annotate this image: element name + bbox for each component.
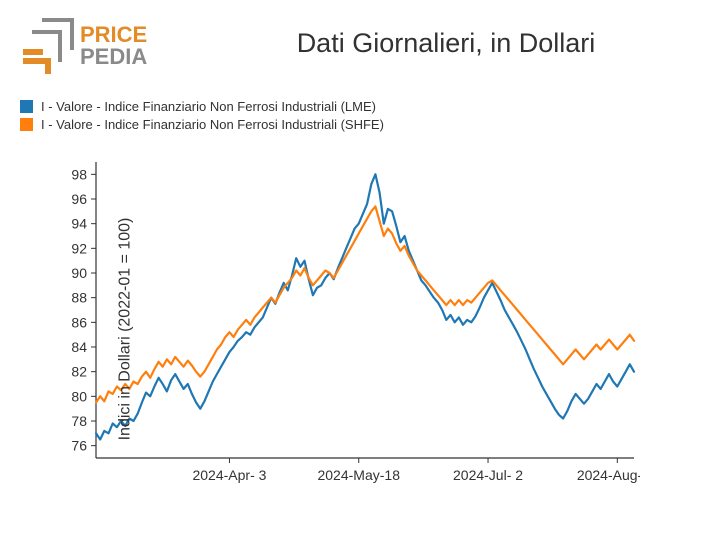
svg-text:78: 78 bbox=[71, 413, 87, 429]
line-chart: 76 78 80 82 84 86 88 90 92 94 96 98 2024-Apr- 3 2024-… bbox=[20, 156, 640, 496]
svg-text:2024-Jul- 2: 2024-Jul- 2 bbox=[453, 467, 523, 483]
svg-text:90: 90 bbox=[71, 265, 87, 281]
svg-text:86: 86 bbox=[71, 314, 87, 330]
svg-text:2024-Aug-16: 2024-Aug-16 bbox=[577, 467, 640, 483]
y-axis-label: Indici in Dollari (2022-01 = 100) bbox=[116, 217, 134, 440]
svg-text:84: 84 bbox=[71, 339, 87, 355]
svg-text:76: 76 bbox=[71, 438, 87, 454]
legend-swatch-shfe bbox=[20, 118, 33, 131]
chart-area: Indici in Dollari (2022-01 = 100) 76 78 80… bbox=[20, 156, 692, 501]
svg-text:2024-May-18: 2024-May-18 bbox=[317, 467, 400, 483]
svg-text:88: 88 bbox=[71, 290, 87, 306]
logo-text-bottom: PEDIA bbox=[80, 44, 147, 69]
chart-title: Dati Giornalieri, in Dollari bbox=[200, 14, 692, 59]
svg-text:92: 92 bbox=[71, 240, 87, 256]
svg-text:80: 80 bbox=[71, 388, 87, 404]
legend: I - Valore - Indice Finanziario Non Ferr… bbox=[0, 87, 712, 132]
legend-swatch-lme bbox=[20, 100, 33, 113]
pricepedia-logo: PRICE PEDIA bbox=[20, 14, 170, 81]
legend-item: I - Valore - Indice Finanziario Non Ferr… bbox=[20, 99, 692, 114]
svg-text:94: 94 bbox=[71, 216, 87, 232]
svg-text:82: 82 bbox=[71, 364, 87, 380]
legend-label: I - Valore - Indice Finanziario Non Ferr… bbox=[41, 117, 384, 132]
svg-text:96: 96 bbox=[71, 191, 87, 207]
legend-item: I - Valore - Indice Finanziario Non Ferr… bbox=[20, 117, 692, 132]
svg-text:2024-Apr- 3: 2024-Apr- 3 bbox=[192, 467, 266, 483]
svg-text:98: 98 bbox=[71, 166, 87, 182]
legend-label: I - Valore - Indice Finanziario Non Ferr… bbox=[41, 99, 376, 114]
